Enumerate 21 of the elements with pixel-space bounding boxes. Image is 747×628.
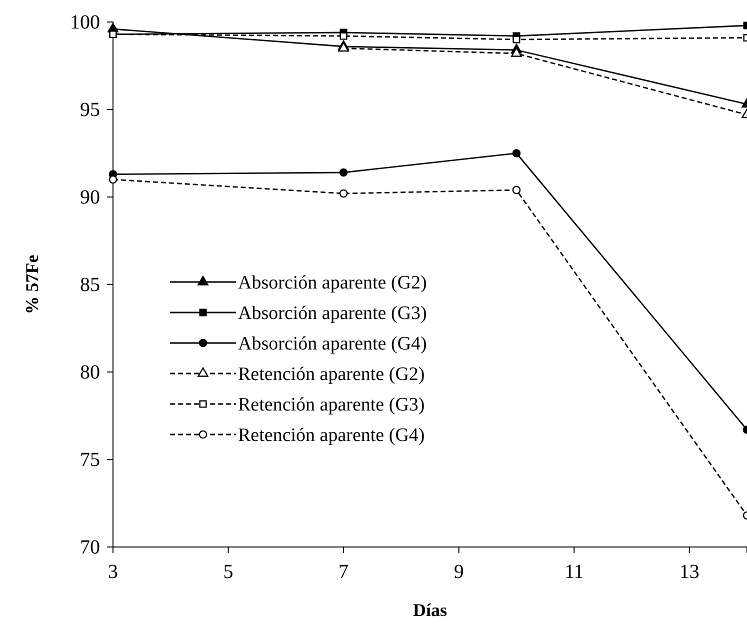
legend-label: Absorción aparente (G3) xyxy=(238,303,427,324)
x-tick-label: 9 xyxy=(454,561,464,583)
y-tick-label: 75 xyxy=(80,448,100,471)
x-tick-label: 3 xyxy=(108,561,118,583)
legend-label: Absorción aparente (G2) xyxy=(238,272,427,294)
x-tick-label: 5 xyxy=(223,561,234,583)
legend-label: Retención aparente (G2) xyxy=(238,364,425,386)
y-tick-label: 80 xyxy=(80,361,100,384)
legend-label: Retención aparente (G3) xyxy=(238,394,425,416)
legend-label: Retención aparente (G4) xyxy=(238,425,425,446)
x-tick-label: 13 xyxy=(679,561,700,583)
y-tick-label: 100 xyxy=(70,11,100,34)
y-tick-label: 90 xyxy=(80,186,100,208)
x-tick-label: 11 xyxy=(564,561,584,583)
y-tick-label: 70 xyxy=(80,536,100,558)
x-tick-label: 7 xyxy=(338,561,349,583)
legend-label: Absorción aparente (G4) xyxy=(238,334,427,355)
y-tick-label: 85 xyxy=(80,274,100,296)
y-tick-label: 95 xyxy=(80,98,100,121)
y-axis-title: % 57Fe xyxy=(22,254,42,314)
x-axis-title: Días xyxy=(412,600,448,620)
